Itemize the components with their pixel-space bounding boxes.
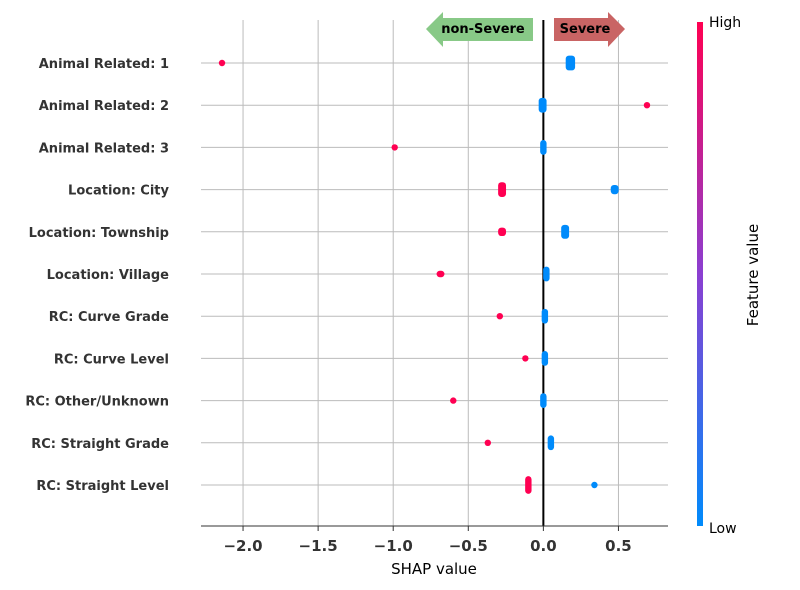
low-value-points — [610, 184, 619, 195]
feature-labels: Animal Related: 1 Animal Related: 2 Animal… — [25, 57, 169, 494]
low-value-points — [540, 393, 547, 408]
x-tick-label: −1.5 — [299, 537, 338, 555]
low-value-points — [561, 224, 570, 239]
high-value-points — [498, 227, 507, 237]
high-value-points — [484, 439, 492, 446]
severe-arrow — [554, 12, 625, 47]
x-tick-label: −2.0 — [223, 537, 262, 555]
colorbar-title: Feature value — [744, 224, 762, 326]
feature-label: Location: Village — [47, 268, 170, 283]
x-axis: −2.0 −1.5 −1.0 −0.5 0.0 0.5 — [201, 525, 668, 555]
colorbar-gradient — [697, 22, 703, 526]
high-value-points — [496, 313, 504, 320]
low-value-points — [547, 435, 555, 451]
high-value-points — [218, 59, 226, 67]
feature-label: Animal Related: 2 — [39, 99, 169, 114]
low-value-points — [540, 140, 547, 155]
high-value-points — [391, 144, 398, 151]
data-points — [218, 55, 651, 494]
feature-label: RC: Straight Level — [36, 479, 169, 494]
low-value-points — [543, 266, 550, 282]
low-value-points — [541, 351, 549, 366]
colorbar: High Low Feature value — [697, 15, 762, 537]
high-value-points — [522, 355, 529, 362]
x-tick-label: 0.5 — [605, 537, 632, 555]
direction-arrows: non-Severe Severe — [426, 12, 625, 47]
high-value-points — [450, 397, 457, 404]
x-tick-label: −0.5 — [449, 537, 488, 555]
x-tick-label: −1.0 — [374, 537, 413, 555]
high-value-points — [436, 270, 445, 278]
low-value-points — [591, 481, 598, 489]
high-value-points — [498, 182, 507, 197]
feature-label: RC: Straight Grade — [31, 437, 169, 452]
non-severe-arrow — [426, 12, 533, 47]
x-tick-label: 0.0 — [530, 537, 557, 555]
colorbar-high-label: High — [709, 15, 741, 31]
colorbar-low-label: Low — [709, 521, 737, 537]
feature-label: RC: Curve Grade — [49, 310, 169, 325]
feature-label: Animal Related: 3 — [39, 141, 169, 156]
feature-label: RC: Other/Unknown — [25, 395, 169, 410]
feature-label: Location: Township — [29, 226, 169, 241]
feature-label: Location: City — [68, 184, 169, 199]
low-value-points — [565, 55, 576, 71]
feature-label: RC: Curve Level — [54, 352, 169, 367]
feature-label: Animal Related: 1 — [39, 57, 169, 72]
x-axis-title: SHAP value — [391, 560, 477, 578]
severe-arrow-label: Severe — [560, 22, 611, 37]
non-severe-arrow-label: non-Severe — [441, 22, 525, 37]
high-value-points — [525, 476, 532, 494]
grid-lines — [201, 20, 668, 526]
low-value-points — [541, 308, 549, 324]
low-value-points — [538, 97, 547, 113]
high-value-points — [643, 102, 651, 109]
